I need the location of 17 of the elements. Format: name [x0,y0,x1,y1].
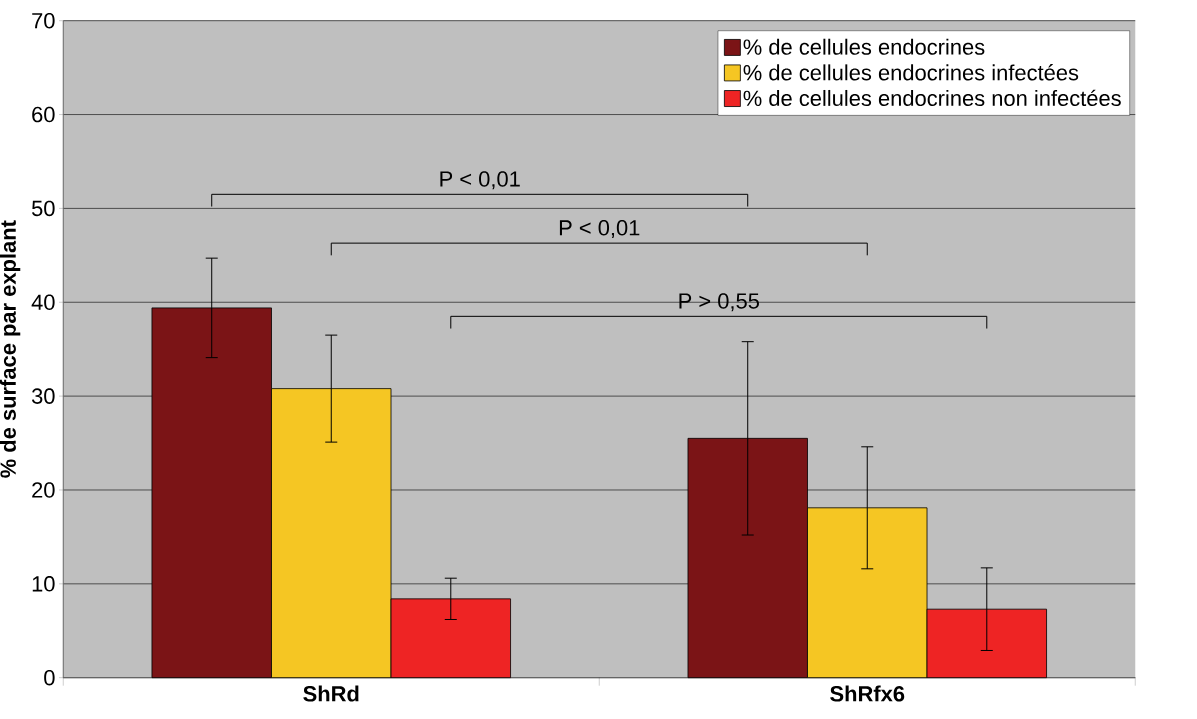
y-tick-label: 40 [31,294,55,311]
legend-label: % de cellules endocrines [743,38,985,55]
annotation: P > 0,55 [679,293,759,312]
y-tick-label: 70 [32,12,55,29]
y-tick-label: 30 [31,388,55,404]
legend-label: % de cellules endocrines non infectées [743,89,1121,107]
legend-label: % de cellules endocrines infectées [743,64,1079,81]
x-tick-label: ShRd [303,685,359,702]
x-tick-label: ShRfx6 [830,685,905,702]
y-tick-label: 10 [32,576,55,592]
y-axis-title: % de surface par explant [0,220,21,478]
y-tick-label: 50 [31,200,55,217]
y-tick-label: 60 [32,106,55,123]
annotation: P < 0,01 [559,220,640,239]
y-tick-label: 0 [44,669,55,686]
y-tick-label: 20 [32,482,55,498]
annotation: P < 0,01 [440,171,520,190]
